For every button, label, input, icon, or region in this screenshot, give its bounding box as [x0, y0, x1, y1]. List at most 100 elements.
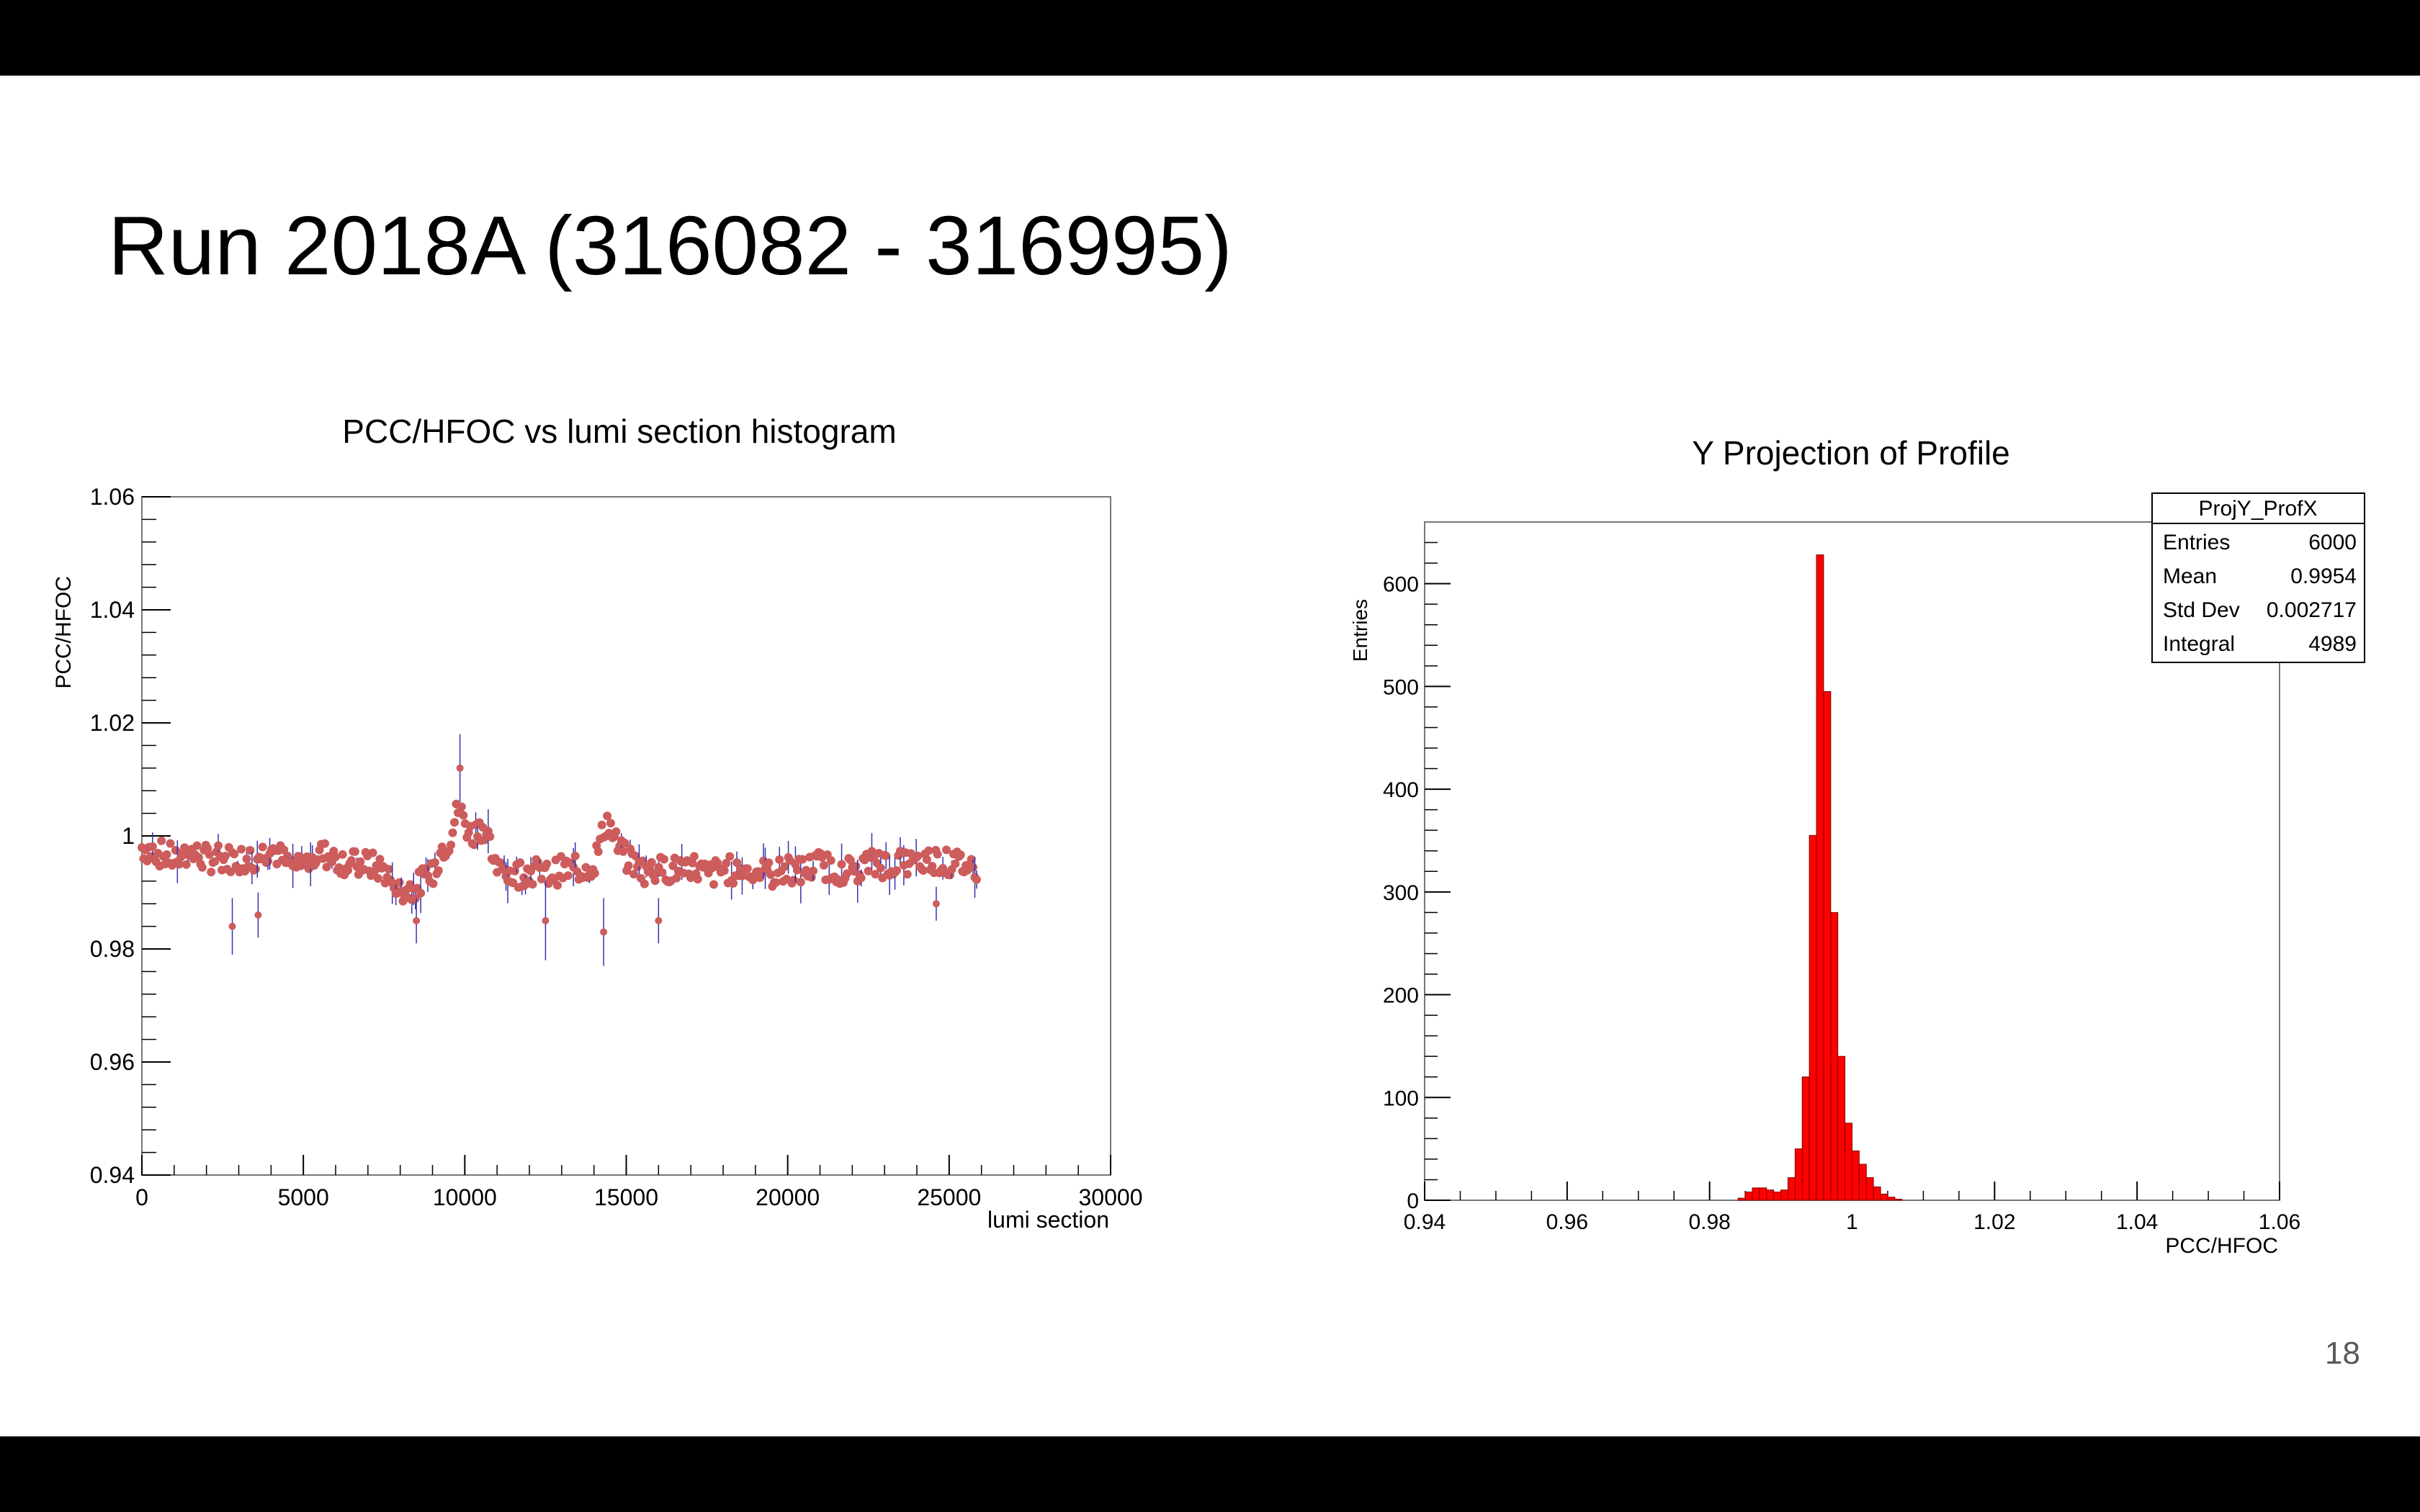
stats-box: ProjY_ProfX Entries 6000 Mean 0.9954 Std…: [2151, 492, 2365, 663]
data-point: [192, 841, 202, 850]
data-point: [942, 845, 951, 855]
data-point: [416, 888, 426, 898]
data-point: [570, 851, 580, 860]
chart-title: Y Projection of Profile: [1692, 434, 2010, 472]
data-point: [166, 839, 175, 848]
stats-value-integral: 4989: [2308, 632, 2357, 656]
data-point: [902, 870, 912, 879]
x-axis-label: lumi section: [987, 1207, 1109, 1233]
scatter-chart: PCC/HFOC vs lumi section histogram 0 5000…: [52, 413, 1143, 1233]
data-point: [922, 855, 931, 864]
data-point: [384, 865, 393, 874]
stats-title: ProjY_ProfX: [2198, 497, 2317, 521]
data-point: [933, 850, 942, 859]
x-tick-label: 30000: [1079, 1184, 1143, 1210]
data-point: [837, 860, 846, 869]
data-point: [956, 850, 965, 860]
data-point: [214, 841, 223, 850]
data-point: [707, 863, 717, 873]
data-point: [220, 851, 230, 860]
x-tick-label: 15000: [594, 1184, 658, 1210]
data-point: [766, 870, 775, 879]
x-tick-label: 1.04: [2116, 1210, 2158, 1234]
histogram-bin: [1801, 1076, 1810, 1201]
data-point: [230, 850, 239, 859]
y-tick-label: 1.02: [90, 710, 135, 736]
data-point: [148, 842, 157, 851]
data-point: [528, 880, 537, 889]
data-point: [411, 894, 420, 903]
histogram-bin: [1816, 554, 1824, 1201]
data-point: [659, 855, 668, 864]
data-point: [668, 861, 678, 870]
data-point: [174, 860, 184, 869]
data-point: [485, 832, 495, 841]
data-point: [593, 847, 603, 856]
x-tick-label: 5000: [278, 1184, 329, 1210]
data-point: [647, 858, 656, 867]
data-point: [709, 880, 718, 889]
y-tick-label: 100: [1383, 1086, 1419, 1110]
outlier-point: [932, 900, 940, 908]
outlier-point: [456, 764, 464, 772]
data-point: [672, 873, 681, 883]
y-tick-label: 200: [1383, 984, 1419, 1008]
histogram-bin: [1773, 1192, 1782, 1201]
data-point: [470, 840, 479, 850]
data-point: [356, 857, 365, 866]
data-point: [597, 820, 606, 829]
y-tick-label: 1.04: [90, 597, 135, 623]
axis-ticks: 0.94 0.96 0.98 1 1.02 1.04 1.06 0 100 200 300 400 50…: [1383, 541, 2300, 1234]
data-point: [516, 858, 525, 868]
data-point: [796, 878, 805, 887]
stats-label-stddev: Std Dev: [2163, 598, 2240, 622]
histogram-bin: [1837, 1056, 1846, 1201]
stats-label-entries: Entries: [2163, 531, 2230, 554]
histogram-bin: [1830, 912, 1839, 1201]
x-axis-label: PCC/HFOC: [2165, 1234, 2278, 1258]
data-point: [180, 843, 189, 852]
data-point: [457, 802, 466, 811]
y-tick-label: 500: [1383, 675, 1419, 699]
data-point: [210, 857, 220, 866]
data-point: [350, 847, 359, 856]
data-point: [809, 866, 818, 876]
histogram-bin: [1780, 1189, 1788, 1201]
data-point: [205, 850, 214, 859]
data-point: [459, 811, 468, 820]
histogram-bin: [1858, 1164, 1867, 1201]
outlier-point: [655, 917, 663, 924]
y-tick-label: 0.94: [90, 1162, 135, 1188]
stats-value-entries: 6000: [2308, 531, 2357, 554]
histogram-bin: [1759, 1187, 1767, 1201]
stats-value-stddev: 0.002717: [2267, 598, 2357, 622]
data-points: [138, 734, 981, 966]
data-point: [581, 863, 591, 872]
data-point: [764, 858, 774, 868]
y-tick-label: 1.06: [90, 484, 135, 510]
data-point: [346, 856, 356, 865]
slide-title: Run 2018A (316082 - 316995): [108, 199, 1232, 292]
data-point: [344, 865, 353, 875]
data-point: [693, 875, 702, 884]
data-point: [951, 859, 960, 868]
data-point: [972, 875, 981, 884]
data-point: [846, 855, 855, 865]
data-point: [331, 852, 340, 862]
data-point: [819, 860, 828, 870]
data-point: [553, 881, 563, 890]
data-point: [624, 861, 633, 870]
y-axis-label: Entries: [1349, 599, 1371, 662]
y-tick-label: 0: [1407, 1189, 1419, 1213]
y-axis-label: PCC/HFOC: [52, 576, 76, 689]
data-point: [237, 845, 246, 854]
data-point: [689, 852, 699, 861]
data-point: [871, 870, 880, 879]
y-tick-label: 0.96: [90, 1049, 135, 1075]
data-point: [856, 873, 866, 883]
x-tick-label: 0: [135, 1184, 148, 1210]
data-point: [918, 865, 928, 875]
histogram-bin: [1766, 1189, 1775, 1201]
data-point: [449, 818, 459, 827]
data-point: [924, 846, 933, 855]
